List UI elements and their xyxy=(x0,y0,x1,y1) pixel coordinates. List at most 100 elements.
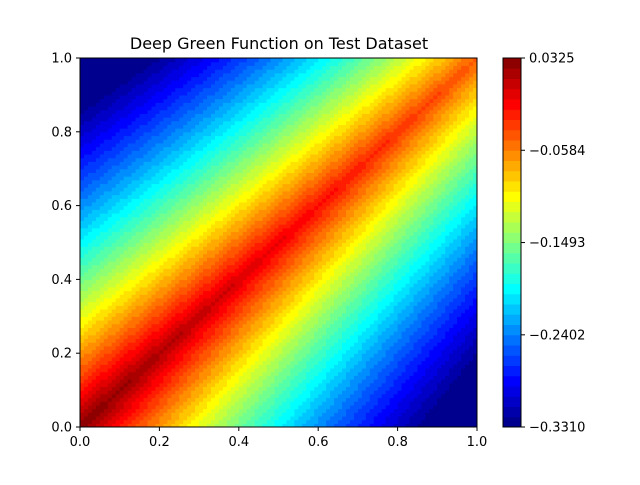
contour-cell xyxy=(187,121,192,125)
contour-cell xyxy=(231,73,236,77)
contour-cell xyxy=(112,420,117,424)
contour-cell xyxy=(80,84,85,88)
contour-cell xyxy=(140,298,145,302)
contour-cell xyxy=(136,213,141,217)
contour-cell xyxy=(155,283,160,287)
contour-cell xyxy=(259,243,264,247)
contour-cell xyxy=(239,102,244,106)
contour-cell xyxy=(163,172,168,176)
contour-cell xyxy=(179,95,184,99)
contour-cell xyxy=(191,357,196,361)
contour-cell xyxy=(124,372,129,376)
contour-cell xyxy=(207,294,212,298)
contour-cell xyxy=(271,375,276,379)
contour-cell xyxy=(88,239,93,243)
contour-cell xyxy=(271,147,276,151)
contour-cell xyxy=(175,302,180,306)
contour-cell xyxy=(179,213,184,217)
contour-cell xyxy=(88,313,93,317)
contour-cell xyxy=(112,220,117,224)
contour-cell xyxy=(124,69,129,73)
contour-cell xyxy=(144,73,149,77)
contour-cell xyxy=(104,346,109,350)
contour-cell xyxy=(243,228,248,232)
contour-cell xyxy=(203,298,208,302)
contour-cell xyxy=(175,353,180,357)
contour-cell xyxy=(187,110,192,114)
contour-cell xyxy=(104,113,109,117)
contour-cell xyxy=(124,217,129,221)
contour-cell xyxy=(116,335,121,339)
contour-cell xyxy=(243,198,248,202)
contour-cell xyxy=(191,375,196,379)
contour-cell xyxy=(235,327,240,331)
contour-cell xyxy=(211,198,216,202)
contour-cell xyxy=(159,335,164,339)
contour-cell xyxy=(275,121,280,125)
contour-cell xyxy=(183,386,188,390)
contour-cell xyxy=(255,401,260,405)
contour-cell xyxy=(219,397,224,401)
contour-cell xyxy=(195,102,200,106)
contour-cell xyxy=(100,191,105,195)
contour-cell xyxy=(167,198,172,202)
contour-cell xyxy=(187,309,192,313)
contour-cell xyxy=(231,397,236,401)
contour-cell xyxy=(207,316,212,320)
contour-cell xyxy=(128,346,133,350)
contour-cell xyxy=(100,309,105,313)
contour-cell xyxy=(116,117,121,121)
contour-cell xyxy=(227,198,232,202)
contour-cell xyxy=(223,209,228,213)
contour-cell xyxy=(80,279,85,283)
contour-cell xyxy=(108,394,113,398)
contour-cell xyxy=(275,228,280,232)
contour-cell xyxy=(151,217,156,221)
contour-cell xyxy=(108,124,113,128)
contour-cell xyxy=(108,80,113,84)
contour-cell xyxy=(155,294,160,298)
contour-cell xyxy=(167,106,172,110)
contour-cell xyxy=(104,279,109,283)
contour-cell xyxy=(231,80,236,84)
contour-cell xyxy=(144,313,149,317)
contour-cell xyxy=(163,95,168,99)
contour-cell xyxy=(263,409,268,413)
contour-cell xyxy=(227,113,232,117)
contour-cell xyxy=(112,305,117,309)
contour-cell xyxy=(183,154,188,158)
contour-cell xyxy=(151,416,156,420)
contour-cell xyxy=(84,331,89,335)
contour-cell xyxy=(108,279,113,283)
contour-cell xyxy=(195,209,200,213)
contour-cell xyxy=(195,191,200,195)
contour-cell xyxy=(175,217,180,221)
contour-cell xyxy=(251,397,256,401)
contour-cell xyxy=(167,169,172,173)
contour-cell xyxy=(271,102,276,106)
contour-cell xyxy=(159,121,164,125)
contour-cell xyxy=(255,198,260,202)
contour-cell xyxy=(227,298,232,302)
contour-cell xyxy=(88,209,93,213)
contour-cell xyxy=(175,176,180,180)
contour-cell xyxy=(251,95,256,99)
contour-cell xyxy=(219,224,224,228)
contour-cell xyxy=(84,176,89,180)
contour-cell xyxy=(128,69,133,73)
contour-cell xyxy=(175,320,180,324)
contour-cell xyxy=(136,128,141,132)
contour-cell xyxy=(187,202,192,206)
contour-cell xyxy=(231,180,236,184)
contour-cell xyxy=(191,228,196,232)
contour-cell xyxy=(116,113,121,117)
contour-cell xyxy=(144,124,149,128)
contour-cell xyxy=(187,342,192,346)
contour-cell xyxy=(147,202,152,206)
contour-cell xyxy=(147,342,152,346)
contour-cell xyxy=(136,143,141,147)
contour-cell xyxy=(140,246,145,250)
contour-cell xyxy=(171,335,176,339)
contour-cell xyxy=(211,106,216,110)
contour-cell xyxy=(167,69,172,73)
